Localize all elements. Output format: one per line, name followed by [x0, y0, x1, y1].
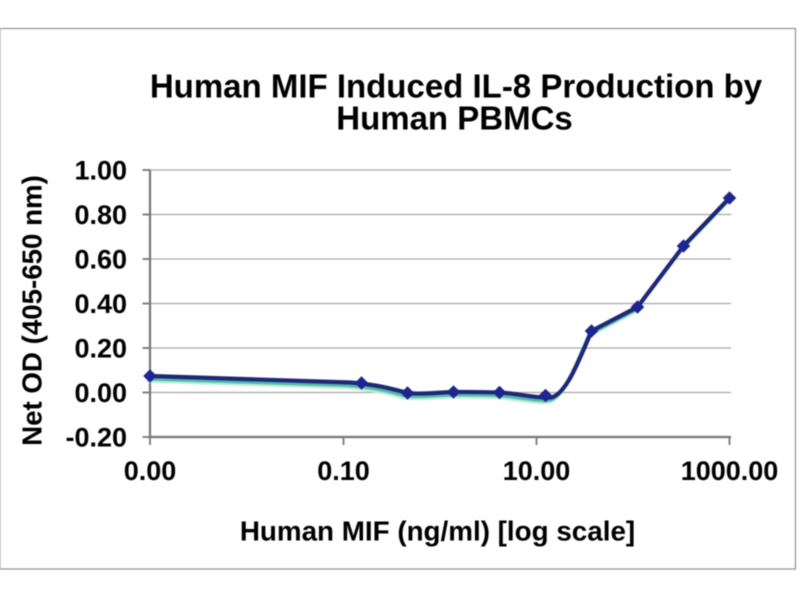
svg-text:0.60: 0.60 — [74, 245, 127, 275]
svg-text:1.00: 1.00 — [74, 156, 127, 186]
svg-text:Human PBMCs: Human PBMCs — [336, 100, 573, 137]
svg-text:0.40: 0.40 — [74, 289, 127, 319]
svg-text:0.10: 0.10 — [317, 456, 370, 486]
svg-text:0.00: 0.00 — [74, 378, 127, 408]
svg-text:10.00: 10.00 — [503, 456, 571, 486]
svg-text:0.00: 0.00 — [124, 456, 177, 486]
svg-text:-0.20: -0.20 — [65, 423, 127, 453]
svg-text:0.20: 0.20 — [74, 334, 127, 364]
svg-text:Human MIF (ng/ml) [log scale]: Human MIF (ng/ml) [log scale] — [240, 516, 635, 547]
svg-text:0.80: 0.80 — [74, 200, 127, 230]
svg-text:Net OD (405-650 nm): Net OD (405-650 nm) — [17, 175, 48, 446]
svg-text:1000.00: 1000.00 — [681, 456, 779, 486]
svg-text:Human MIF Induced IL-8 Product: Human MIF Induced IL-8 Production by — [150, 68, 763, 105]
